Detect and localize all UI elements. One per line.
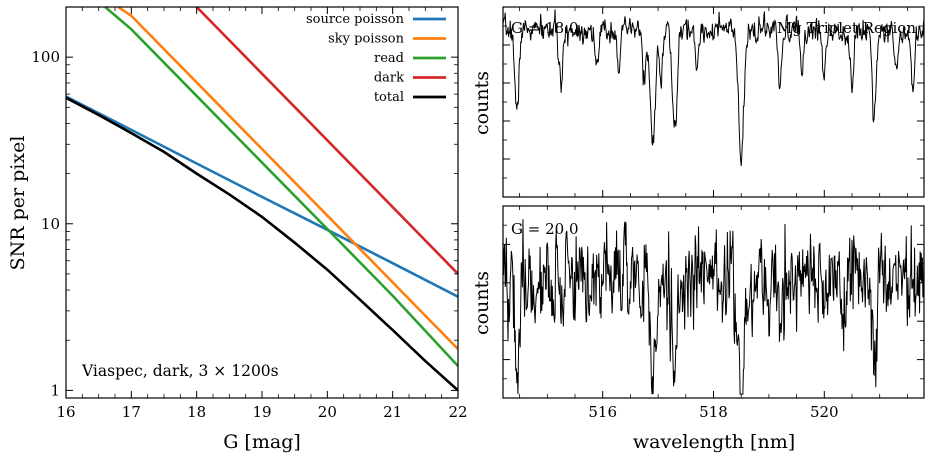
spectrum-g18-title: Mg Triplet Region [777,19,916,37]
x-tick-label: 20 [318,403,337,421]
legend-entry: total [374,90,404,105]
snr-x-axis-label: G [mag] [223,431,301,453]
series-line-read [104,7,458,367]
spectrum-g20-line [503,219,924,395]
x-tick-label: 516 [588,403,617,421]
spectrum-g18-label: G = 18.0 [511,19,579,37]
x-tick-label: 17 [122,403,141,421]
spectrum-g20-tick-labels: 516 518 520 [588,403,838,421]
legend: source poisson sky poisson read dark total [306,12,446,105]
series-line-total [66,96,458,392]
snr-ticks [65,6,459,398]
spectrum-line [503,9,924,166]
spectrum-g18-line [503,9,924,166]
snr-lines [66,7,458,392]
snr-panel: 16 17 18 19 20 21 22 1 10 100 source poisson sky p… [7,6,468,453]
series-line-source-poisson [66,95,458,298]
y-tick-label: 1 [50,381,60,399]
series-line-sky-poisson [117,7,458,350]
x-tick-label: 520 [810,403,839,421]
legend-entry: source poisson [306,12,405,27]
x-tick-label: 518 [699,403,728,421]
spectrum-g18-ticks [503,7,924,197]
snr-annotation: Viaspec, dark, 3 × 1200s [81,362,279,380]
x-tick-label: 19 [252,403,271,421]
y-tick-label: 100 [31,48,60,66]
snr-y-axis-label: SNR per pixel [7,136,29,271]
spectrum-x-axis-label: wavelength [nm] [633,431,795,453]
x-tick-label: 16 [56,403,75,421]
spectrum-g20-ticks [503,206,924,398]
spectrum-panel-g20: 516 518 520 G = 20.0 counts wavelength [nm… [471,205,925,453]
x-tick-label: 22 [448,403,467,421]
spectrum-line [503,219,924,395]
spectrum-g18-y-axis-label: counts [471,71,493,135]
legend-entry: read [374,51,404,66]
legend-entry: sky poisson [328,32,405,47]
x-tick-label: 21 [383,403,402,421]
spectrum-g20-label: G = 20.0 [511,220,579,238]
snr-tick-labels: 16 17 18 19 20 21 22 1 10 100 [31,48,467,421]
y-tick-label: 10 [41,215,60,233]
spectrum-panel-g18: G = 18.0 Mg Triplet Region counts [471,6,925,198]
x-tick-label: 18 [187,403,206,421]
spectrum-g20-y-axis-label: counts [471,271,493,335]
legend-entry: dark [374,71,404,86]
series-line-dark [195,7,458,275]
